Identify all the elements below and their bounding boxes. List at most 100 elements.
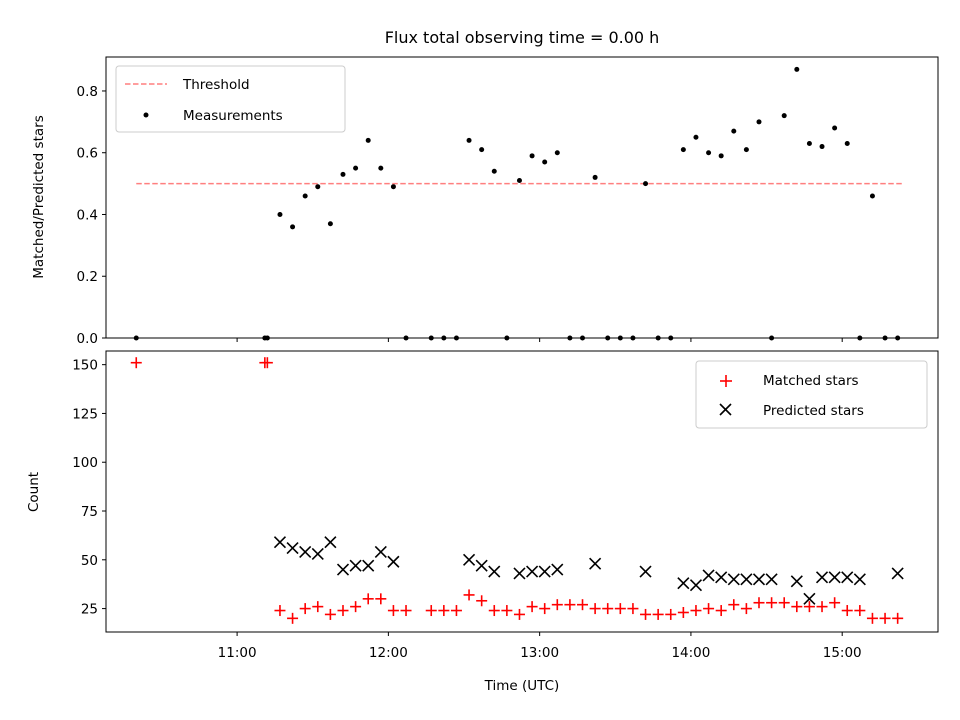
measurement-point bbox=[554, 150, 560, 156]
bottom-y-ticks: 25 50 75 100 125 150 bbox=[72, 358, 106, 618]
matched-star-point bbox=[677, 606, 689, 618]
measurement-point bbox=[529, 153, 535, 159]
measurements-legend-swatch bbox=[143, 112, 149, 118]
x-tick-label: 13:00 bbox=[520, 645, 559, 661]
matched-star-point bbox=[425, 605, 437, 617]
matched-star-point bbox=[803, 601, 815, 613]
matched-star-point bbox=[287, 612, 299, 624]
measurement-point bbox=[453, 335, 459, 341]
matched-star-point bbox=[438, 605, 450, 617]
matched-stars-points bbox=[130, 357, 904, 624]
x-tick-label: 12:00 bbox=[369, 645, 408, 661]
measurement-point bbox=[567, 335, 573, 341]
matched-star-point bbox=[526, 601, 538, 613]
matched-star-point bbox=[362, 593, 374, 605]
matched-star-point bbox=[841, 605, 853, 617]
top-x-ticks bbox=[236, 338, 843, 342]
matched-star-point bbox=[488, 605, 500, 617]
measurement-point bbox=[844, 140, 850, 146]
matched-star-point bbox=[350, 601, 362, 613]
measurement-point bbox=[781, 113, 787, 119]
measurement-point bbox=[365, 137, 371, 143]
matched-star-point bbox=[816, 601, 828, 613]
measurement-point bbox=[806, 140, 812, 146]
matched-star-point bbox=[463, 589, 475, 601]
matched-star-point bbox=[324, 608, 336, 620]
measurement-point bbox=[340, 171, 346, 177]
bottom-legend: Matched stars Predicted stars bbox=[695, 360, 928, 429]
predicted-star-point bbox=[715, 571, 728, 584]
bottom-axes: 25 50 75 100 125 150 11:00 12:00 13:00 14:00 15:0… bbox=[26, 350, 939, 694]
matched-star-point bbox=[778, 597, 790, 609]
matched-star-point bbox=[652, 608, 664, 620]
matched-star-point bbox=[400, 605, 412, 617]
measurement-point bbox=[428, 335, 434, 341]
predicted-star-point bbox=[803, 592, 816, 605]
measurement-point bbox=[769, 335, 775, 341]
measurement-point bbox=[857, 335, 863, 341]
x-axis-label: Time (UTC) bbox=[484, 678, 560, 694]
predicted-star-point bbox=[336, 563, 350, 576]
predicted-star-point bbox=[841, 571, 854, 584]
bottom-x-ticks: 11:00 12:00 13:00 14:00 15:00 bbox=[218, 632, 862, 661]
matched-star-point bbox=[854, 605, 866, 617]
measurement-point bbox=[819, 144, 825, 150]
predicted-star-point bbox=[273, 536, 287, 549]
matched-star-point bbox=[665, 608, 677, 620]
predicted-star-point bbox=[286, 542, 299, 555]
measurement-point bbox=[302, 193, 308, 199]
matched-stars-legend-swatch bbox=[720, 375, 732, 387]
predicted-star-point bbox=[828, 571, 841, 584]
matched-star-point bbox=[690, 605, 702, 617]
bottom-legend-box bbox=[695, 360, 928, 429]
predicted-star-point bbox=[815, 571, 829, 584]
matched-star-point bbox=[337, 605, 349, 617]
matched-star-point bbox=[753, 597, 765, 609]
matched-star-point bbox=[602, 603, 614, 615]
measurement-point bbox=[743, 147, 749, 153]
top-y-tick-label: 0.8 bbox=[77, 84, 98, 100]
measurement-point bbox=[706, 150, 712, 156]
predicted-star-point bbox=[349, 559, 362, 572]
predicted-star-point bbox=[639, 565, 652, 578]
matched-star-point bbox=[274, 605, 286, 617]
x-tick-label: 11:00 bbox=[218, 645, 257, 661]
bottom-y-tick-label: 100 bbox=[72, 455, 98, 471]
bottom-y-tick-label: 25 bbox=[81, 602, 98, 618]
predicted-star-point bbox=[299, 545, 312, 559]
matched-star-point bbox=[728, 599, 740, 611]
measurement-point bbox=[264, 335, 270, 341]
top-y-tick-label: 0.4 bbox=[77, 207, 98, 223]
top-axes: 0.00.20.40.60.8 Matched/Predicted stars … bbox=[31, 56, 939, 347]
measurement-point bbox=[592, 174, 598, 180]
predicted-star-point bbox=[740, 573, 753, 586]
matched-star-point bbox=[829, 597, 841, 609]
measurement-point bbox=[133, 335, 139, 341]
predicted-star-point bbox=[374, 545, 387, 559]
measurement-point bbox=[882, 335, 888, 341]
matched-star-point bbox=[564, 599, 576, 611]
predicted-star-point bbox=[589, 557, 602, 570]
measurements-points bbox=[133, 66, 901, 341]
measurement-point bbox=[655, 335, 661, 341]
top-y-ticks: 0.0 0.2 0.4 0.6 0.8 bbox=[77, 84, 106, 347]
matched-star-point bbox=[476, 595, 488, 607]
measurements-legend-label: Measurements bbox=[183, 108, 283, 124]
predicted-star-point bbox=[324, 536, 337, 549]
matched-stars-legend-label: Matched stars bbox=[763, 373, 859, 389]
predicted-star-point bbox=[538, 565, 551, 578]
predicted-star-point bbox=[689, 579, 703, 592]
threshold-legend-label: Threshold bbox=[182, 77, 250, 93]
matched-star-point bbox=[387, 605, 399, 617]
top-legend-box bbox=[115, 65, 346, 133]
predicted-star-point bbox=[702, 569, 715, 582]
measurement-point bbox=[731, 128, 737, 134]
matched-star-point bbox=[640, 608, 652, 620]
measurement-point bbox=[277, 211, 283, 217]
top-y-tick-label: 0.6 bbox=[77, 146, 98, 162]
measurement-point bbox=[668, 335, 674, 341]
measurement-point bbox=[617, 335, 623, 341]
top-y-axis-label: Matched/Predicted stars bbox=[31, 115, 47, 278]
matched-star-point bbox=[614, 603, 626, 615]
measurement-point bbox=[403, 335, 409, 341]
